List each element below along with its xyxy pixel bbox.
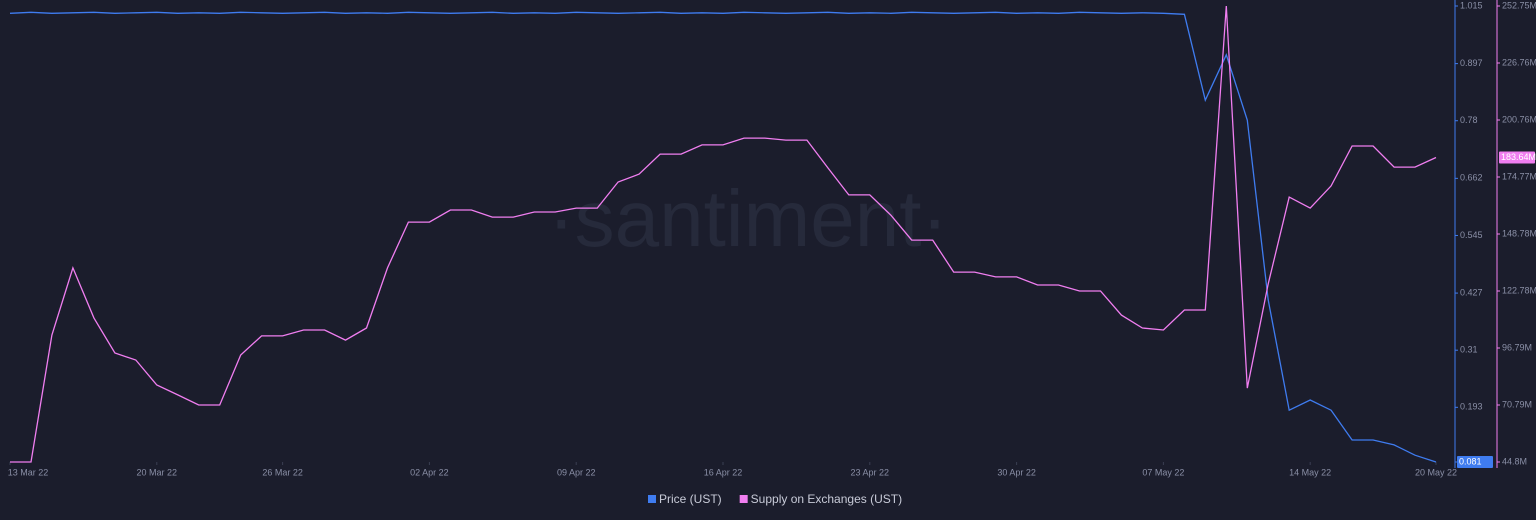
y2-tick-label: 96.79M xyxy=(1502,342,1532,352)
y-tick-label: 0.545 xyxy=(1460,230,1483,240)
value-badge xyxy=(1457,456,1493,468)
y2-tick-label: 200.76M xyxy=(1502,114,1536,124)
y2-tick-label: 122.78M xyxy=(1502,285,1536,295)
x-tick-label: 09 Apr 22 xyxy=(557,467,596,477)
y-tick-label: 0.78 xyxy=(1460,115,1478,125)
legend-swatch xyxy=(739,495,748,503)
value-badge-label: 0.081 xyxy=(1459,456,1482,466)
x-tick-label: 20 May 22 xyxy=(1415,467,1457,477)
x-tick-label: 26 Mar 22 xyxy=(262,467,303,477)
x-tick-label: 02 Apr 22 xyxy=(410,467,449,477)
legend-label: Price (UST) xyxy=(659,492,722,506)
x-tick-label: 16 Apr 22 xyxy=(704,467,743,477)
value-badge xyxy=(1499,151,1535,164)
x-tick-label: 20 Mar 22 xyxy=(137,467,178,477)
x-tick-label: 07 May 22 xyxy=(1142,467,1184,477)
series-line xyxy=(10,5,1437,463)
legend-swatch xyxy=(648,495,656,503)
watermark: ·santiment· xyxy=(548,174,948,263)
series-line xyxy=(9,11,1437,463)
y2-tick-label: 148.78M xyxy=(1502,228,1536,238)
x-tick-label: 13 Mar 22 xyxy=(8,467,49,477)
y2-tick-label: 70.79M xyxy=(1502,399,1532,409)
y-tick-label: 0.193 xyxy=(1460,402,1483,412)
value-badge-label: 183.64M xyxy=(1501,152,1536,162)
y2-tick-label: 174.77M xyxy=(1502,171,1536,181)
x-tick-label: 30 Apr 22 xyxy=(997,467,1036,477)
y-tick-label: 0.662 xyxy=(1460,173,1483,183)
y2-tick-label: 44.8M xyxy=(1502,456,1527,466)
y-tick-label: 0.427 xyxy=(1460,287,1483,297)
y2-tick-label: 252.75M xyxy=(1502,0,1536,10)
legend-label: Supply on Exchanges (UST) xyxy=(751,492,902,506)
x-tick-label: 14 May 22 xyxy=(1289,467,1331,477)
y-tick-label: 1.015 xyxy=(1460,0,1483,10)
y2-tick-label: 226.76M xyxy=(1502,57,1536,67)
y-tick-label: 0.897 xyxy=(1460,58,1483,68)
legend: Price (UST) Supply on Exchanges (UST) xyxy=(648,492,902,506)
y-tick-label: 0.31 xyxy=(1460,345,1478,355)
x-tick-label: 23 Apr 22 xyxy=(851,467,890,477)
